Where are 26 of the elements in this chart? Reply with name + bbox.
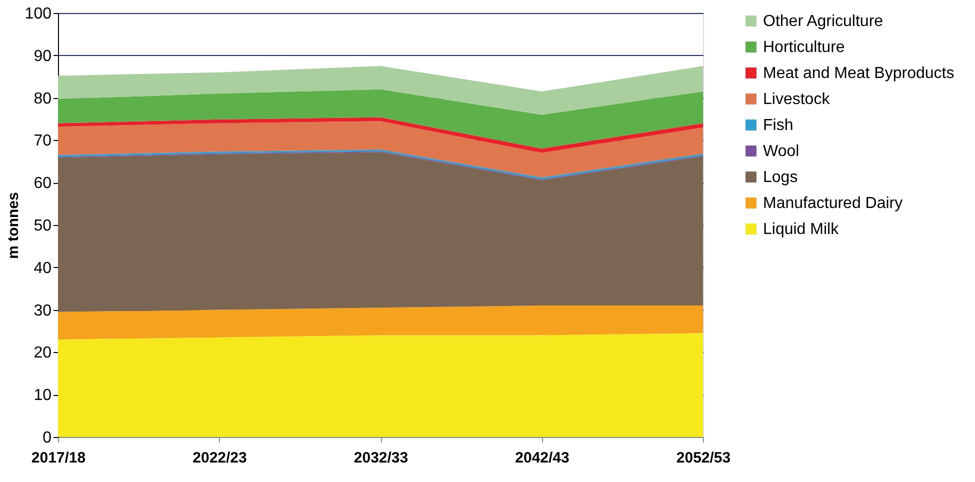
legend-label: Fish bbox=[763, 117, 794, 134]
y-tick-label: 80 bbox=[34, 90, 52, 108]
y-tick-label: 30 bbox=[34, 302, 52, 320]
y-tick-label: 40 bbox=[34, 260, 52, 277]
y-tick-label: 10 bbox=[34, 387, 52, 404]
y-tick-label: 100 bbox=[24, 6, 52, 22]
y-tick-label: 20 bbox=[34, 344, 52, 362]
legend-label: Livestock bbox=[763, 91, 831, 108]
x-tick-label: 2032/33 bbox=[354, 450, 408, 466]
legend-label: Meat and Meat Byproducts bbox=[763, 65, 954, 82]
y-tick-label: 50 bbox=[34, 218, 52, 234]
legend-label: Wool bbox=[763, 143, 800, 160]
x-tick-label: 2022/23 bbox=[192, 450, 247, 466]
legend-label: Other Agriculture bbox=[763, 13, 884, 30]
x-tick-label: 2052/53 bbox=[676, 450, 731, 466]
legend-label: Horticulture bbox=[763, 39, 845, 56]
legend-label: Logs bbox=[763, 169, 798, 186]
y-tick-label: 90 bbox=[34, 48, 52, 65]
y-tick-label: 70 bbox=[34, 132, 52, 150]
legend-label: Liquid Milk bbox=[763, 221, 840, 238]
y-tick-label: 0 bbox=[42, 430, 52, 446]
x-tick-label: 2017/18 bbox=[31, 450, 86, 466]
legend-label: Manufactured Dairy bbox=[763, 195, 903, 212]
y-axis-title: m tonnes bbox=[4, 192, 22, 259]
y-tick-label: 60 bbox=[34, 175, 52, 192]
x-tick-label: 2042/43 bbox=[515, 450, 570, 466]
